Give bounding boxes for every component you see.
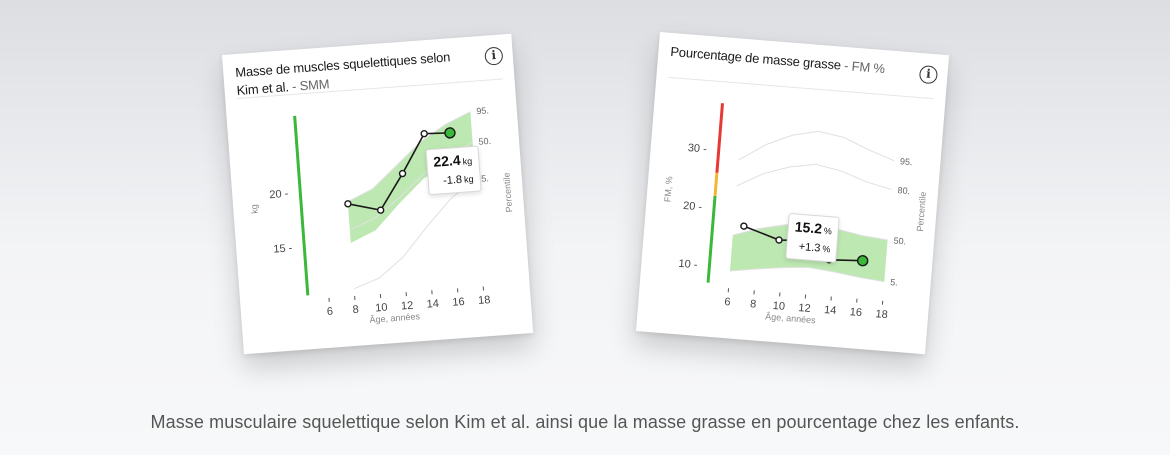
- smm-chart: 95. 50. 5. Percentile 15 - 20 - kg 6 8 10 12 14 16 18…: [249, 105, 514, 325]
- current-data-point: [856, 255, 869, 267]
- fm-callout-delta-unit: %: [821, 243, 831, 255]
- x-tick-label: 12: [401, 300, 414, 313]
- x-axis-label: Âge, années: [765, 311, 817, 325]
- percentile-label: 95.: [476, 105, 489, 116]
- x-tick-label: 16: [452, 296, 465, 309]
- info-icon[interactable]: i: [918, 64, 939, 85]
- smm-callout-delta-unit: kg: [463, 173, 474, 185]
- x-tick-label: 6: [724, 296, 731, 308]
- smm-value-callout: 22.4kg -1.8kg: [425, 145, 482, 196]
- y-tick-label: 30 -: [687, 142, 707, 156]
- smm-card: Masse de muscles squelettiques selon Kim…: [222, 33, 534, 355]
- fm-value-callout: 15.2% +1.3%: [785, 212, 841, 263]
- x-tick-label: 16: [849, 306, 862, 319]
- x-tick-label: 14: [426, 298, 439, 311]
- percentile-curve: [353, 178, 476, 290]
- percentile-curve: [736, 163, 892, 191]
- percentile-label: 50.: [478, 136, 491, 147]
- smm-callout-unit: kg: [462, 155, 473, 167]
- x-tick-label: 18: [478, 294, 491, 307]
- data-point: [740, 222, 748, 230]
- smm-callout-value: 22.4: [432, 151, 462, 170]
- y-tick-label: 20 -: [683, 200, 703, 214]
- x-axis-label: Âge, années: [369, 311, 421, 325]
- indicator-bar-green: [293, 115, 310, 296]
- percentile-curve: [738, 130, 895, 162]
- fm-subtitle: - FM %: [843, 57, 886, 77]
- y-axis-label: kg: [249, 204, 260, 214]
- fm-chart: 95. 80. 50. 5. Percentile 10 - 20 - 30 - FM, % 6 8…: [662, 103, 928, 325]
- fm-card-title: Pourcentage de masse grasse - FM %: [670, 43, 911, 80]
- x-tick-label: 6: [326, 306, 333, 318]
- percentile-axis-label: Percentile: [915, 191, 928, 232]
- info-icon[interactable]: i: [484, 46, 504, 66]
- fm-callout-unit: %: [823, 225, 833, 237]
- data-point: [344, 200, 352, 208]
- data-point: [398, 169, 407, 178]
- percentile-label: 5.: [890, 277, 898, 288]
- fm-title: Pourcentage de masse grasse: [669, 43, 842, 73]
- fm-callout-delta: +1.3: [798, 240, 821, 255]
- indicator-bar-green: [706, 195, 717, 283]
- percentile-label: 50.: [893, 236, 906, 247]
- x-tick-label: 8: [750, 298, 757, 310]
- x-tick-label: 10: [772, 300, 785, 313]
- percentile-axis-label: Percentile: [501, 172, 514, 213]
- percentile-curve: [347, 111, 471, 203]
- current-data-point: [444, 127, 456, 139]
- percentile-label: 95.: [900, 156, 913, 167]
- figure-caption: Masse musculaire squelettique selon Kim …: [150, 412, 1020, 432]
- y-tick-label: 10 -: [678, 258, 698, 272]
- percentile-label: 5.: [481, 173, 489, 184]
- y-tick-label: 15 -: [273, 242, 293, 255]
- data-point: [420, 129, 428, 138]
- y-tick-label: 20 -: [269, 188, 289, 201]
- x-tick-label: 14: [824, 304, 837, 317]
- x-tick-label: 18: [875, 308, 888, 321]
- x-tick-label: 8: [352, 304, 359, 316]
- x-tick-label: 10: [375, 302, 388, 315]
- percentile-label: 80.: [897, 185, 910, 196]
- smm-callout-delta: -1.8: [442, 173, 463, 188]
- fm-callout-value: 15.2: [794, 218, 823, 237]
- percentile-curve: [729, 266, 885, 283]
- data-point: [775, 236, 783, 244]
- data-point: [376, 206, 385, 214]
- indicator-bar-yellow: [713, 172, 719, 196]
- indicator-bar-red: [715, 103, 724, 173]
- y-axis-label: FM, %: [662, 176, 674, 203]
- x-tick-label: 12: [798, 302, 811, 315]
- fm-card: Pourcentage de masse grasse - FM % i 95.…: [635, 32, 950, 355]
